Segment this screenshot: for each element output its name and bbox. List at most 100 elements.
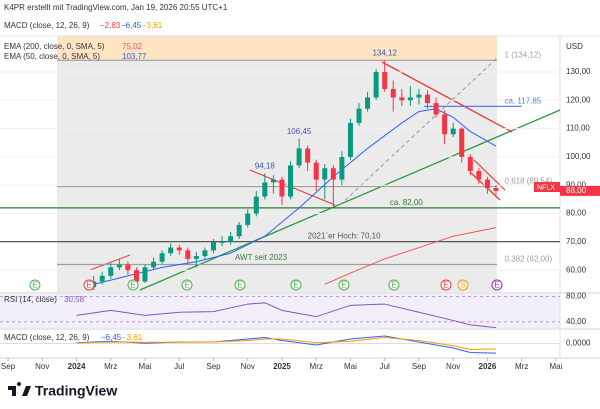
x-tick-label: 2024 xyxy=(68,362,86,371)
candle-body xyxy=(322,168,328,180)
symbol-tag-text: NFLX xyxy=(537,184,555,191)
event-marker xyxy=(83,279,95,291)
rsi-value: 30,58 xyxy=(64,295,85,304)
x-tick-label: Jul xyxy=(380,362,390,371)
x-tick-label: 2026 xyxy=(479,362,497,371)
event-label: E xyxy=(184,281,189,290)
rsi-label: RSI (14, close) xyxy=(4,295,57,304)
candle-body xyxy=(305,148,311,163)
event-marker xyxy=(181,279,193,291)
ema-line xyxy=(324,227,497,285)
y-tick-label: 110,00 xyxy=(566,124,590,133)
peak-label: 106,45 xyxy=(287,127,312,136)
candle-body xyxy=(416,94,422,98)
candle-body xyxy=(459,128,465,157)
x-tick-label: Mai xyxy=(139,362,152,371)
x-tick-label: Nov xyxy=(241,362,255,371)
fib-top-zone xyxy=(57,36,497,60)
event-marker xyxy=(290,279,302,291)
macd-line xyxy=(76,335,496,354)
candle-body xyxy=(210,241,216,251)
y-tick-label: 70,00 xyxy=(566,237,587,246)
candle-body xyxy=(236,224,242,237)
candle-body xyxy=(228,236,234,242)
trend-note: AWT seit 2023 xyxy=(235,253,288,262)
x-tick-label: Jul xyxy=(174,362,184,371)
macd-value: −6,45 xyxy=(101,333,122,342)
event-label: E xyxy=(293,281,298,290)
logo: TradingView xyxy=(8,382,117,399)
event-label: E xyxy=(443,281,448,290)
event-marker xyxy=(29,279,41,291)
event-marker xyxy=(491,279,503,291)
candle-body xyxy=(99,275,105,282)
dashed-trend-line xyxy=(339,57,498,206)
y-tick-label: 120,00 xyxy=(566,95,591,104)
x-tick-label: Nov xyxy=(35,362,49,371)
y-tick-label: 40,00 xyxy=(566,317,587,326)
event-marker xyxy=(457,279,469,291)
rsi-pane xyxy=(0,294,560,328)
level-label: ca. 117,85 xyxy=(505,96,542,105)
macd-value: −3,61 xyxy=(122,333,143,342)
logo-icon xyxy=(8,382,31,396)
event-marker xyxy=(234,279,246,291)
uptrend-line xyxy=(139,109,561,291)
x-tick-label: 2025 xyxy=(273,362,291,371)
candle-body xyxy=(373,71,379,98)
currency: USD xyxy=(566,42,583,51)
candle-body xyxy=(356,108,362,123)
y-tick-label: 130,00 xyxy=(566,67,591,76)
candle-body xyxy=(296,148,302,166)
candle-body xyxy=(185,250,191,259)
candle-body xyxy=(176,247,182,251)
candle-body xyxy=(339,156,345,180)
triangle-line xyxy=(89,254,131,271)
candle-body xyxy=(390,88,396,98)
macd-header-value: −2,83 xyxy=(100,21,121,30)
macd-header-label: MACD (close, 12, 26, 9) xyxy=(4,21,90,30)
candle-body xyxy=(245,213,251,225)
candle-body xyxy=(493,188,499,191)
candle-body xyxy=(116,264,122,268)
candle-body xyxy=(484,179,490,189)
downtrend-line xyxy=(381,61,513,133)
candle-body xyxy=(442,114,448,135)
level-label: 2021`er Hoch: 70,10 xyxy=(308,232,381,241)
candle-body xyxy=(193,256,199,259)
x-tick-label: Mrz xyxy=(515,362,528,371)
legend-value: 75,02 xyxy=(122,42,143,51)
candle-body xyxy=(382,71,388,89)
candle-body xyxy=(270,179,276,183)
event-label: E xyxy=(494,281,499,290)
x-tick-label: Sep xyxy=(412,362,427,371)
macd-header-value: −3,61 xyxy=(142,21,163,30)
candle-body xyxy=(108,267,114,276)
x-tick-label: Mrz xyxy=(104,362,117,371)
candle-body xyxy=(168,247,174,254)
event-label: E xyxy=(341,281,346,290)
level-label: 1 (134,12) xyxy=(505,50,542,59)
candle-body xyxy=(330,168,336,180)
fib-zone xyxy=(57,60,497,292)
candle-body xyxy=(433,103,439,115)
candle-body xyxy=(347,122,353,157)
candle-body xyxy=(476,171,482,180)
y-tick-label: 80,00 xyxy=(566,292,587,301)
y-tick-label: 60,00 xyxy=(566,265,587,274)
x-tick-label: Mrz xyxy=(310,362,323,371)
symbol-tag xyxy=(534,182,560,192)
macd-line xyxy=(76,336,496,351)
candle-body xyxy=(424,94,430,104)
event-label: S xyxy=(460,281,465,290)
legend-label: EMA (50, close, 0, SMA, 5) xyxy=(4,52,100,61)
event-label: E xyxy=(237,281,242,290)
candle-body xyxy=(219,241,225,243)
x-tick-label: Mai xyxy=(344,362,357,371)
event-marker xyxy=(440,279,452,291)
candle-body xyxy=(125,264,131,271)
candle-body xyxy=(467,156,473,172)
candle-body xyxy=(142,267,148,282)
candle-body xyxy=(365,97,371,109)
candle-body xyxy=(262,182,268,197)
